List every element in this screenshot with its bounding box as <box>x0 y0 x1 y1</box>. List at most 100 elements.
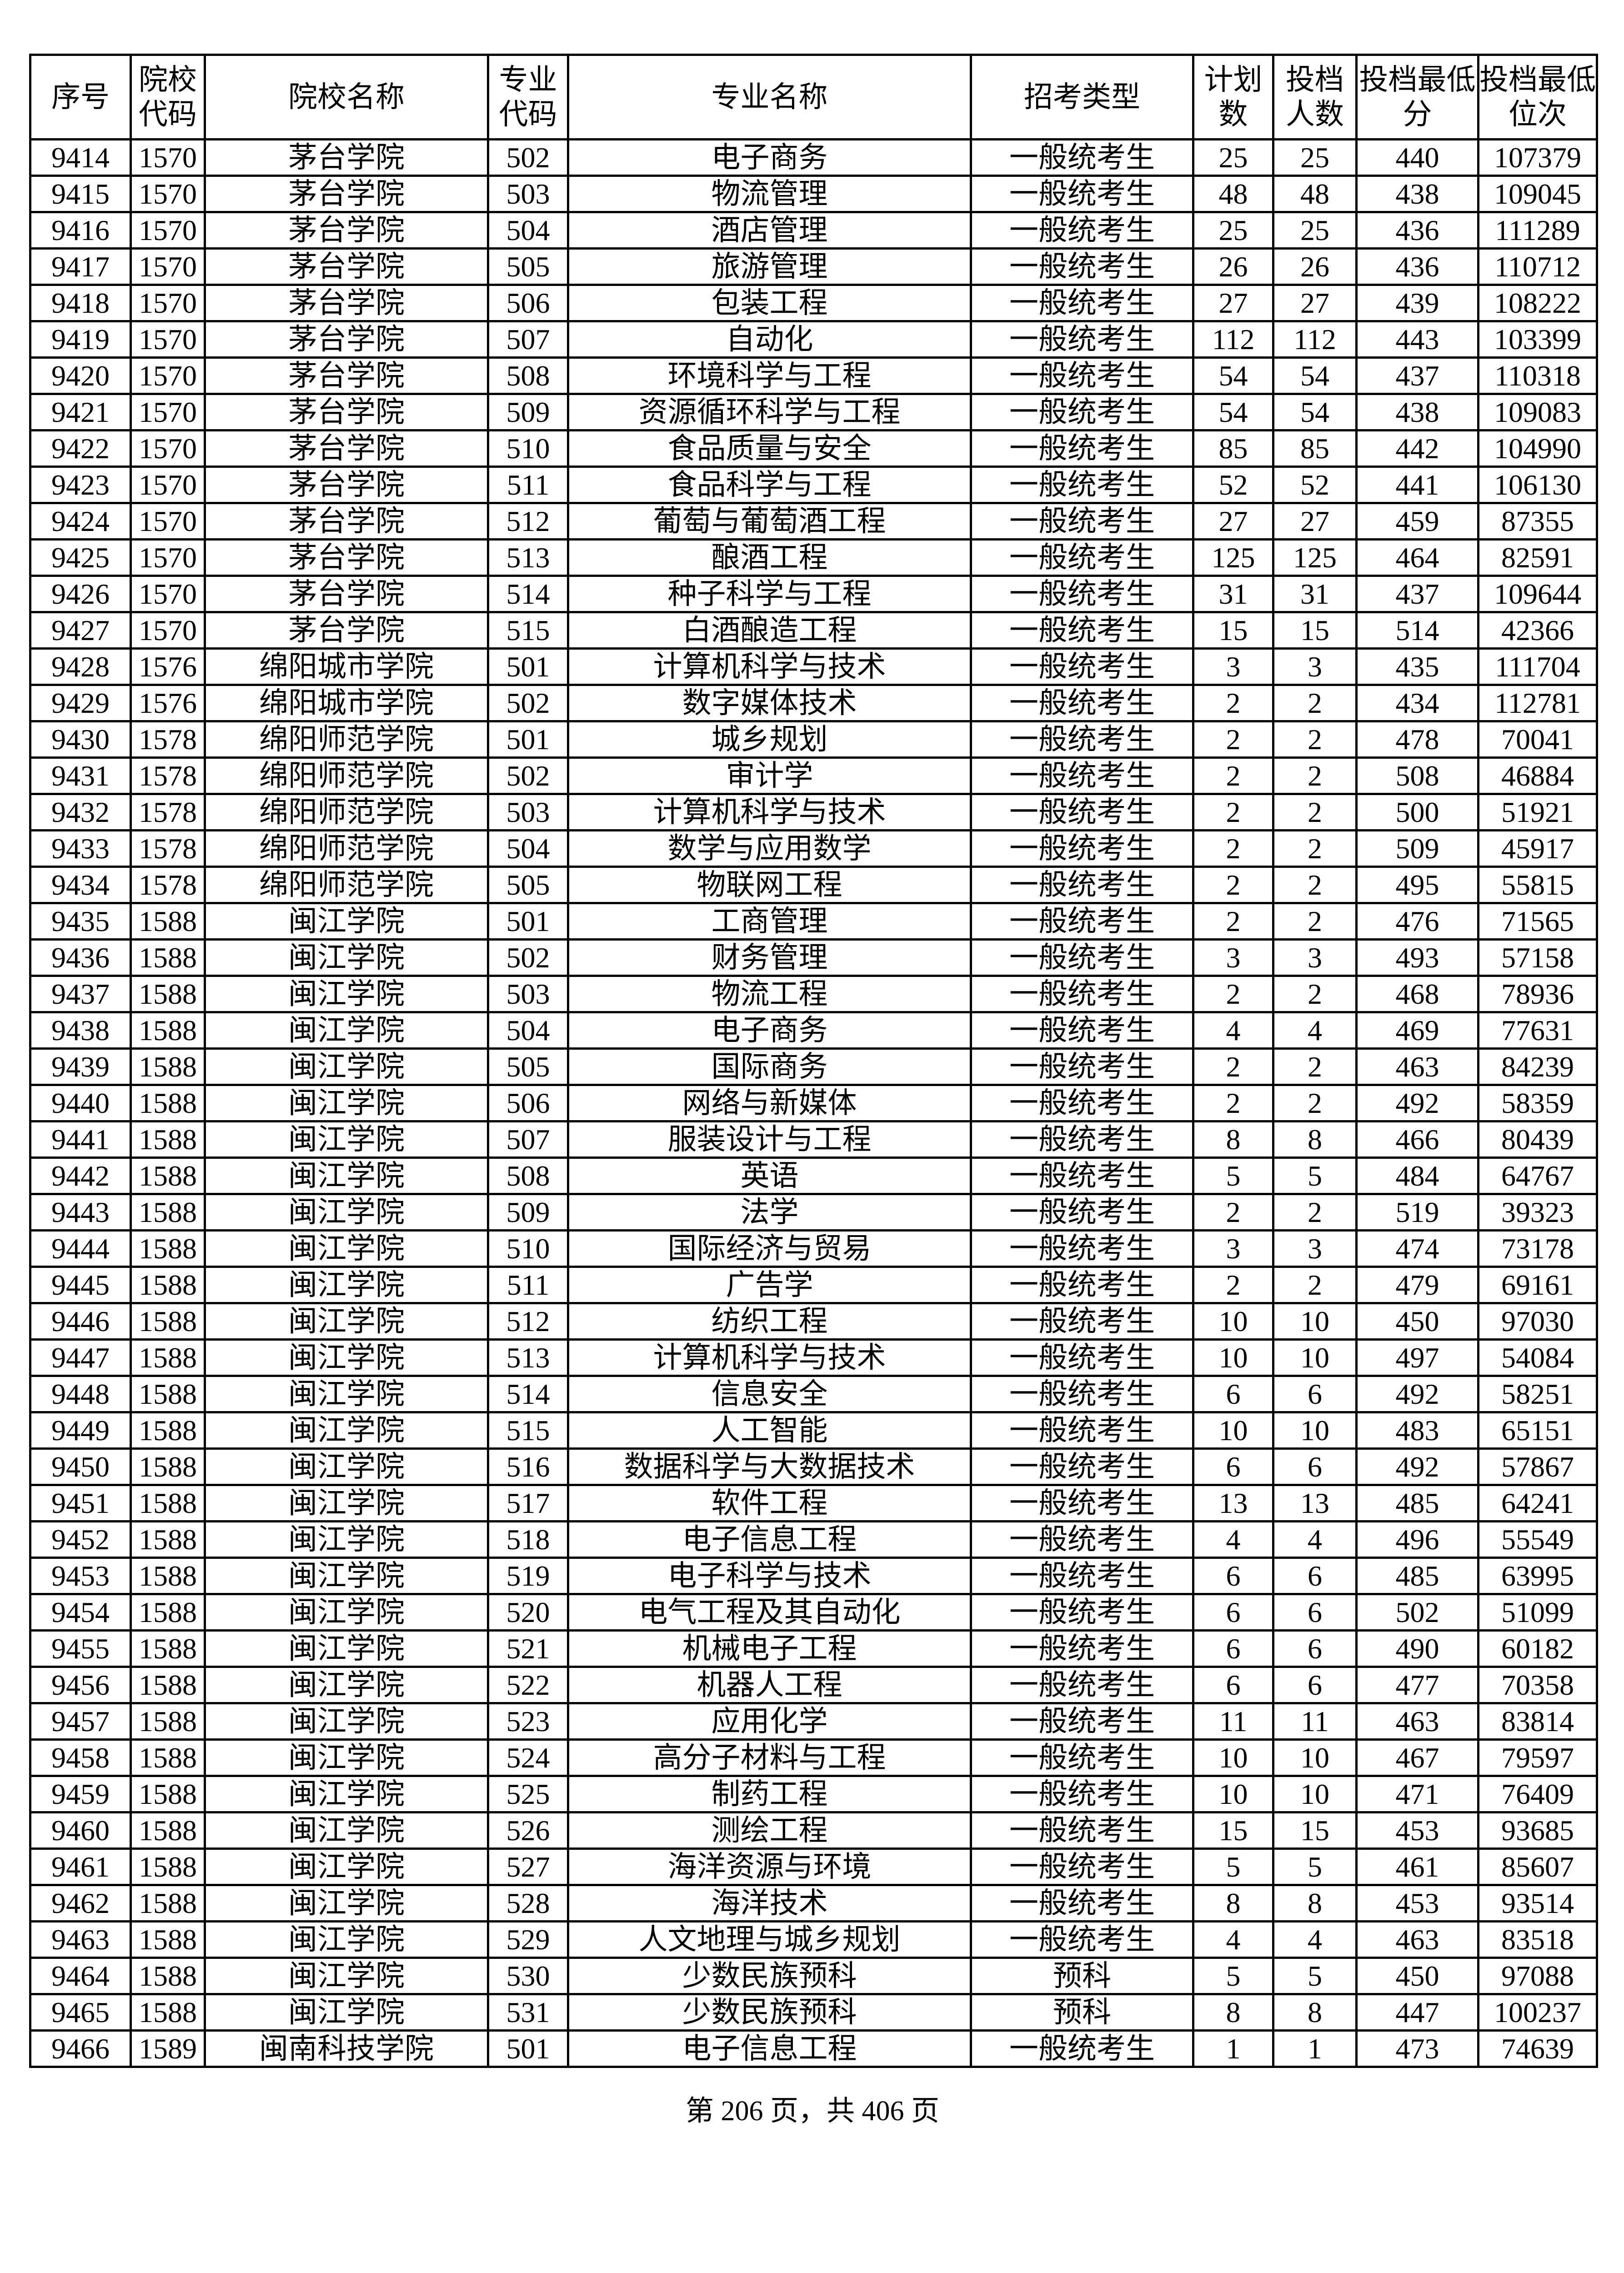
header-plan-count: 计划数 <box>1192 54 1274 140</box>
cell-school-name: 绵阳城市学院 <box>204 647 489 686</box>
cell-seq: 9451 <box>29 1484 132 1522</box>
cell-school-name: 茅台学院 <box>204 247 489 286</box>
cell-admitted-count: 4 <box>1272 1920 1358 1959</box>
table-row: 9428 1576 绵阳城市学院 501 计算机科学与技术 一般统考生 3 3 435 11170… <box>29 647 1598 686</box>
cell-school-code: 1588 <box>130 1193 206 1232</box>
cell-min-score: 497 <box>1355 1338 1479 1377</box>
cell-school-name: 闽江学院 <box>204 1884 489 1923</box>
cell-school-name: 闽江学院 <box>204 1084 489 1122</box>
cell-school-code: 1578 <box>130 793 206 831</box>
cell-school-code: 1588 <box>130 1375 206 1413</box>
cell-school-name: 闽江学院 <box>204 1447 489 1486</box>
cell-plan-count: 2 <box>1192 975 1274 1013</box>
cell-min-rank: 57867 <box>1477 1447 1598 1486</box>
cell-admitted-count: 112 <box>1272 320 1358 359</box>
cell-school-name: 闽江学院 <box>204 1229 489 1268</box>
cell-admitted-count: 6 <box>1272 1629 1358 1668</box>
cell-seq: 9455 <box>29 1629 132 1668</box>
table-header-row: 序号 院校代码 院校名称 专业代码 专业名称 招考类型 计划数 投档人数 投档最低分 投档最低位次 <box>29 54 1598 140</box>
cell-major-code: 509 <box>487 393 569 431</box>
cell-school-code: 1588 <box>130 1229 206 1268</box>
cell-major-code: 511 <box>487 1266 569 1304</box>
cell-min-rank: 76409 <box>1477 1775 1598 1813</box>
cell-seq: 9445 <box>29 1266 132 1304</box>
table-row: 9465 1588 闽江学院 531 少数民族预科 预科 8 8 447 100237 <box>29 1993 1598 2032</box>
cell-major-name: 电子信息工程 <box>567 1520 972 1559</box>
cell-min-rank: 84239 <box>1477 1047 1598 1086</box>
cell-major-name: 数学与应用数学 <box>567 829 972 868</box>
table-row: 9435 1588 闽江学院 501 工商管理 一般统考生 2 2 476 71565 <box>29 902 1598 941</box>
cell-admitted-count: 2 <box>1272 1193 1358 1232</box>
cell-seq: 9432 <box>29 793 132 831</box>
cell-school-code: 1588 <box>130 1775 206 1813</box>
cell-school-name: 闽江学院 <box>204 1557 489 1595</box>
table-row: 9426 1570 茅台学院 514 种子科学与工程 一般统考生 31 31 437 109644 <box>29 575 1598 613</box>
cell-seq: 9465 <box>29 1993 132 2032</box>
cell-min-score: 468 <box>1355 975 1479 1013</box>
cell-min-score: 464 <box>1355 538 1479 577</box>
cell-major-code: 502 <box>487 684 569 722</box>
cell-seq: 9453 <box>29 1557 132 1595</box>
cell-plan-count: 52 <box>1192 466 1274 504</box>
cell-school-name: 茅台学院 <box>204 466 489 504</box>
cell-plan-count: 6 <box>1192 1447 1274 1486</box>
table-row: 9464 1588 闽江学院 530 少数民族预科 预科 5 5 450 97088 <box>29 1957 1598 1995</box>
cell-major-name: 物流工程 <box>567 975 972 1013</box>
cell-exam-type: 一般统考生 <box>970 793 1194 831</box>
cell-seq: 9421 <box>29 393 132 431</box>
cell-major-name: 自动化 <box>567 320 972 359</box>
cell-min-rank: 55815 <box>1477 866 1598 904</box>
cell-admitted-count: 3 <box>1272 938 1358 977</box>
cell-min-score: 492 <box>1355 1375 1479 1413</box>
cell-major-name: 海洋资源与环境 <box>567 1847 972 1886</box>
cell-school-name: 茅台学院 <box>204 502 489 541</box>
cell-min-rank: 109644 <box>1477 575 1598 613</box>
cell-major-code: 523 <box>487 1702 569 1741</box>
cell-major-code: 502 <box>487 938 569 977</box>
cell-min-rank: 51099 <box>1477 1593 1598 1632</box>
table-row: 9419 1570 茅台学院 507 自动化 一般统考生 112 112 443 103399 <box>29 320 1598 359</box>
cell-major-code: 520 <box>487 1593 569 1632</box>
cell-school-name: 茅台学院 <box>204 211 489 250</box>
cell-min-rank: 45917 <box>1477 829 1598 868</box>
cell-seq: 9428 <box>29 647 132 686</box>
header-school-name: 院校名称 <box>204 54 489 140</box>
cell-min-rank: 71565 <box>1477 902 1598 941</box>
cell-admitted-count: 125 <box>1272 538 1358 577</box>
cell-school-code: 1588 <box>130 1811 206 1850</box>
table-row: 9460 1588 闽江学院 526 测绘工程 一般统考生 15 15 453 93685 <box>29 1811 1598 1850</box>
cell-school-code: 1588 <box>130 1084 206 1122</box>
cell-min-score: 453 <box>1355 1884 1479 1923</box>
cell-plan-count: 48 <box>1192 175 1274 213</box>
cell-plan-count: 8 <box>1192 1120 1274 1159</box>
cell-school-code: 1588 <box>130 1447 206 1486</box>
cell-exam-type: 一般统考生 <box>970 356 1194 395</box>
cell-school-name: 绵阳师范学院 <box>204 866 489 904</box>
cell-min-rank: 110318 <box>1477 356 1598 395</box>
cell-admitted-count: 15 <box>1272 611 1358 650</box>
cell-min-score: 467 <box>1355 1738 1479 1777</box>
cell-admitted-count: 2 <box>1272 1266 1358 1304</box>
cell-major-code: 507 <box>487 1120 569 1159</box>
cell-plan-count: 2 <box>1192 1266 1274 1304</box>
cell-exam-type: 一般统考生 <box>970 320 1194 359</box>
cell-min-score: 466 <box>1355 1120 1479 1159</box>
cell-major-name: 国际商务 <box>567 1047 972 1086</box>
cell-major-name: 种子科学与工程 <box>567 575 972 613</box>
cell-major-name: 电子商务 <box>567 1011 972 1050</box>
cell-school-code: 1588 <box>130 1702 206 1741</box>
cell-major-code: 514 <box>487 1375 569 1413</box>
cell-plan-count: 13 <box>1192 1484 1274 1522</box>
cell-major-code: 501 <box>487 647 569 686</box>
cell-seq: 9426 <box>29 575 132 613</box>
cell-major-name: 机械电子工程 <box>567 1629 972 1668</box>
cell-school-name: 闽江学院 <box>204 1011 489 1050</box>
cell-major-code: 508 <box>487 1157 569 1195</box>
cell-admitted-count: 6 <box>1272 1593 1358 1632</box>
cell-plan-count: 10 <box>1192 1338 1274 1377</box>
cell-admitted-count: 6 <box>1272 1375 1358 1413</box>
table-row: 9414 1570 茅台学院 502 电子商务 一般统考生 25 25 440 107379 <box>29 138 1598 177</box>
cell-min-rank: 112781 <box>1477 684 1598 722</box>
cell-min-score: 474 <box>1355 1229 1479 1268</box>
cell-min-score: 439 <box>1355 284 1479 322</box>
